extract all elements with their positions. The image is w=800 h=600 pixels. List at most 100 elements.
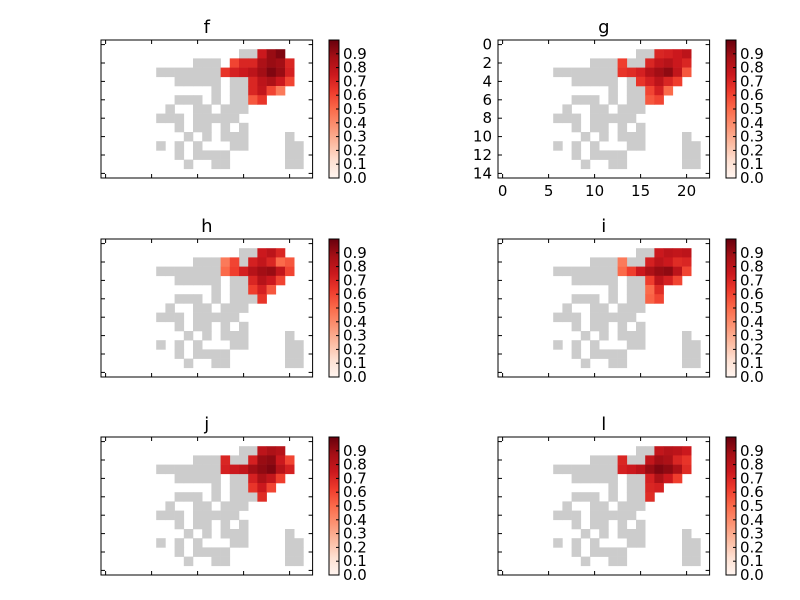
land-cell xyxy=(183,76,194,87)
colorbar xyxy=(329,437,339,575)
land-cell xyxy=(626,257,637,267)
land-cell xyxy=(553,141,563,151)
land-cell xyxy=(636,473,646,484)
land-cell xyxy=(165,266,175,277)
colorbar-tick-label: 0.2 xyxy=(740,340,764,358)
land-cell xyxy=(220,113,231,124)
heat-cell xyxy=(654,257,664,267)
heat-cell xyxy=(248,483,258,493)
land-cell xyxy=(580,492,591,502)
heat-cell xyxy=(248,76,258,87)
land-cell xyxy=(617,150,628,160)
heat-cell xyxy=(220,67,231,78)
axes-frame xyxy=(497,238,711,378)
heat-cell xyxy=(285,455,295,465)
x-tick-label: 15 xyxy=(631,182,650,200)
land-cell xyxy=(183,266,194,277)
land-cell xyxy=(193,303,203,313)
land-cell xyxy=(617,331,628,341)
colorbar-tick-label: 0.6 xyxy=(343,483,367,501)
land-cell xyxy=(590,257,600,267)
land-cell xyxy=(599,464,609,475)
land-cell xyxy=(193,122,203,133)
colorbar-tick-label: 0.2 xyxy=(343,340,367,358)
land-cell xyxy=(211,510,221,521)
land-cell xyxy=(211,464,221,475)
heat-cell xyxy=(645,275,655,286)
land-cell xyxy=(590,547,600,557)
x-tick-label: 5 xyxy=(544,182,554,200)
land-cell xyxy=(553,510,563,521)
land-cell xyxy=(229,294,240,304)
heat-cell xyxy=(663,58,674,68)
land-cell xyxy=(562,113,572,124)
land-cell xyxy=(229,473,240,484)
land-cell xyxy=(599,455,609,465)
land-cell xyxy=(193,67,203,78)
land-cell xyxy=(626,492,637,502)
land-cell xyxy=(691,547,701,557)
colorbar-tick-label: 0.1 xyxy=(740,155,764,173)
land-cell xyxy=(202,76,212,87)
heat-cell xyxy=(672,76,683,87)
heat-cell xyxy=(654,86,664,96)
heat-cell xyxy=(663,86,674,96)
land-cell xyxy=(682,358,692,369)
land-cell xyxy=(580,358,591,369)
land-cell xyxy=(193,266,203,277)
land-cell xyxy=(193,58,203,68)
land-cell xyxy=(608,95,618,105)
land-cell xyxy=(193,150,203,160)
heat-cell xyxy=(220,455,231,465)
colorbar xyxy=(329,239,339,377)
land-cell xyxy=(608,150,618,160)
land-cell xyxy=(645,446,655,456)
colorbar-tick-label: 0.2 xyxy=(740,141,764,159)
heat-cell xyxy=(682,67,692,78)
heat-cell xyxy=(645,464,655,475)
land-cell xyxy=(193,257,203,267)
land-cell xyxy=(174,312,185,323)
colorbar-tick-label: 0.9 xyxy=(740,442,764,460)
land-cell xyxy=(590,95,600,105)
land-cell xyxy=(636,285,646,295)
land-cell xyxy=(156,510,166,521)
land-cell xyxy=(239,340,249,350)
land-cell xyxy=(211,492,221,502)
colorbar-tick-label: 0.4 xyxy=(740,114,764,132)
land-cell xyxy=(571,150,582,160)
land-cell xyxy=(285,141,295,151)
land-cell xyxy=(211,285,221,295)
land-cell xyxy=(636,340,646,350)
land-cell xyxy=(590,122,600,133)
heat-cell xyxy=(654,76,664,87)
land-cell xyxy=(590,473,600,484)
land-cell xyxy=(608,483,618,493)
land-cell xyxy=(571,538,582,548)
land-cell xyxy=(193,321,203,332)
panel-title: j xyxy=(203,414,209,435)
heat-cell xyxy=(257,446,267,456)
land-cell xyxy=(183,464,194,475)
colorbar-tick-label: 0.4 xyxy=(740,313,764,331)
heat-cell xyxy=(672,464,683,475)
colorbar xyxy=(726,239,736,377)
land-cell xyxy=(239,122,249,133)
land-cell xyxy=(571,473,582,484)
colorbar-tick-label: 0.6 xyxy=(740,483,764,501)
land-cell xyxy=(617,113,628,124)
land-cell xyxy=(239,95,249,105)
land-cell xyxy=(580,95,591,105)
land-cell xyxy=(590,519,600,530)
land-cell xyxy=(220,349,231,359)
land-cell xyxy=(239,294,249,304)
land-cell xyxy=(608,275,618,286)
heat-cell xyxy=(654,285,664,295)
heat-cell xyxy=(682,58,692,68)
heat-cell xyxy=(663,266,674,277)
land-cell xyxy=(682,340,692,350)
land-cell xyxy=(183,159,194,170)
land-cell xyxy=(571,492,582,502)
land-cell xyxy=(682,141,692,151)
land-cell xyxy=(183,331,194,341)
